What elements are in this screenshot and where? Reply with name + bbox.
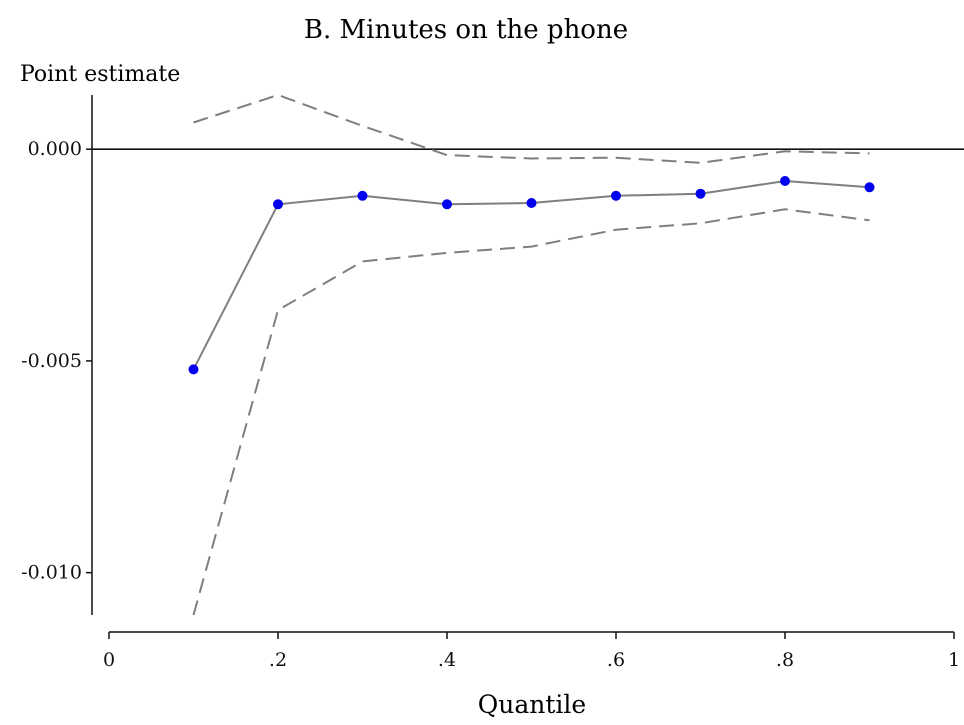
y-tick-label: -0.010 (21, 562, 82, 584)
x-tick-label: 0 (103, 649, 115, 671)
x-tick-label: .2 (269, 649, 287, 671)
series-line-point-estimate (192, 179, 870, 370)
series-layer (192, 93, 870, 616)
y-tick-label: 0.000 (28, 138, 82, 160)
data-point (780, 176, 790, 186)
y-axis-label: Point estimate (20, 62, 180, 87)
axes: 0.000 -0.005 -0.010 0 .2 .4 .6 .8 1 (21, 95, 964, 671)
data-point (864, 182, 875, 193)
data-point (273, 199, 283, 210)
x-tick-label: .6 (607, 649, 625, 671)
chart-title: B. Minutes on the phone (304, 15, 628, 45)
markers-layer (188, 176, 875, 375)
data-point (442, 199, 452, 210)
x-tick-label: .8 (776, 649, 794, 671)
y-tick-label: -0.005 (21, 350, 82, 372)
data-point (357, 190, 368, 201)
series-line-upper-bound (193, 93, 870, 164)
data-point (611, 190, 621, 201)
series-line-lower-bound (192, 208, 870, 616)
x-tick-label: 1 (948, 649, 960, 671)
data-point (188, 364, 199, 375)
data-point (526, 198, 537, 208)
x-axis-label: Quantile (478, 690, 586, 719)
data-point (695, 188, 706, 199)
x-tick-label: .4 (438, 649, 456, 671)
